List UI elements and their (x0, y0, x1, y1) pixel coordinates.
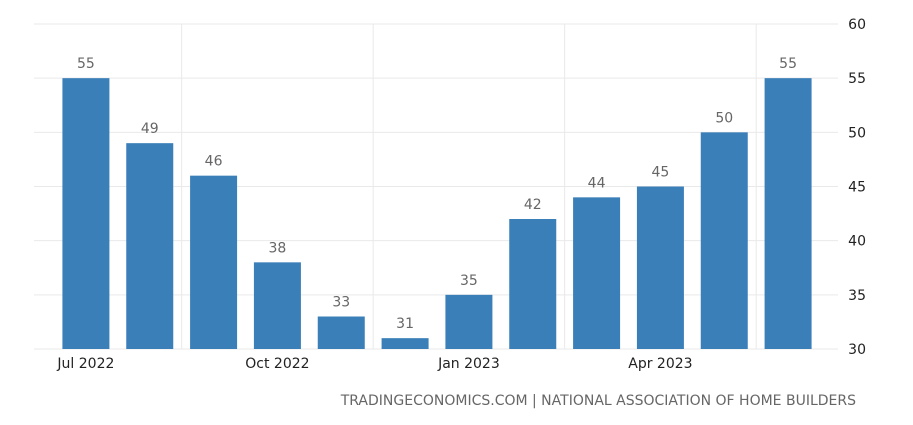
bar-dec-2022 (381, 338, 429, 349)
bar-jun-2023 (764, 78, 812, 350)
bar-nov-2022 (317, 316, 365, 349)
data-label: 31 (396, 316, 414, 332)
y-tick-label: 35 (848, 288, 866, 304)
data-label: 44 (588, 175, 606, 191)
x-axis: Jul 2022 Oct 2022 Jan 2023 Apr 2023 (56, 356, 692, 372)
y-tick-label: 50 (848, 125, 866, 141)
x-tick-label: Oct 2022 (245, 356, 309, 372)
y-tick-label: 45 (848, 180, 866, 196)
y-tick-label: 60 (848, 17, 866, 33)
bar-oct-2022 (253, 262, 301, 349)
y-tick-label: 30 (848, 342, 866, 358)
x-tick-label: Apr 2023 (628, 356, 692, 372)
bar-jul-2022 (62, 78, 110, 350)
bar-may-2023 (700, 132, 748, 349)
data-label: 55 (77, 56, 95, 72)
data-label: 46 (205, 154, 223, 170)
y-tick-label: 40 (848, 234, 866, 250)
data-label: 33 (332, 295, 350, 311)
y-axis: 30 35 40 45 50 55 60 (848, 17, 866, 358)
data-label: 42 (524, 197, 542, 213)
x-tick-label: Jan 2023 (437, 356, 500, 372)
bar-mar-2023 (573, 197, 621, 349)
source-credit: TRADINGECONOMICS.COM | NATIONAL ASSOCIAT… (340, 393, 856, 409)
bar-apr-2023 (636, 186, 684, 349)
data-label: 45 (652, 165, 670, 181)
bar-aug-2022 (126, 143, 174, 349)
data-label: 50 (715, 110, 733, 126)
data-label: 35 (460, 273, 478, 289)
bar-sep-2022 (190, 175, 238, 349)
x-tick-label: Jul 2022 (56, 356, 114, 372)
bar-jan-2023 (445, 294, 493, 349)
data-label: 38 (269, 240, 287, 256)
data-labels: 55 49 46 38 33 31 35 42 44 45 50 55 (77, 56, 797, 332)
bars (62, 78, 812, 350)
y-tick-label: 55 (848, 71, 866, 87)
data-label: 55 (779, 56, 797, 72)
data-label: 49 (141, 121, 159, 137)
bar-feb-2023 (509, 219, 557, 349)
